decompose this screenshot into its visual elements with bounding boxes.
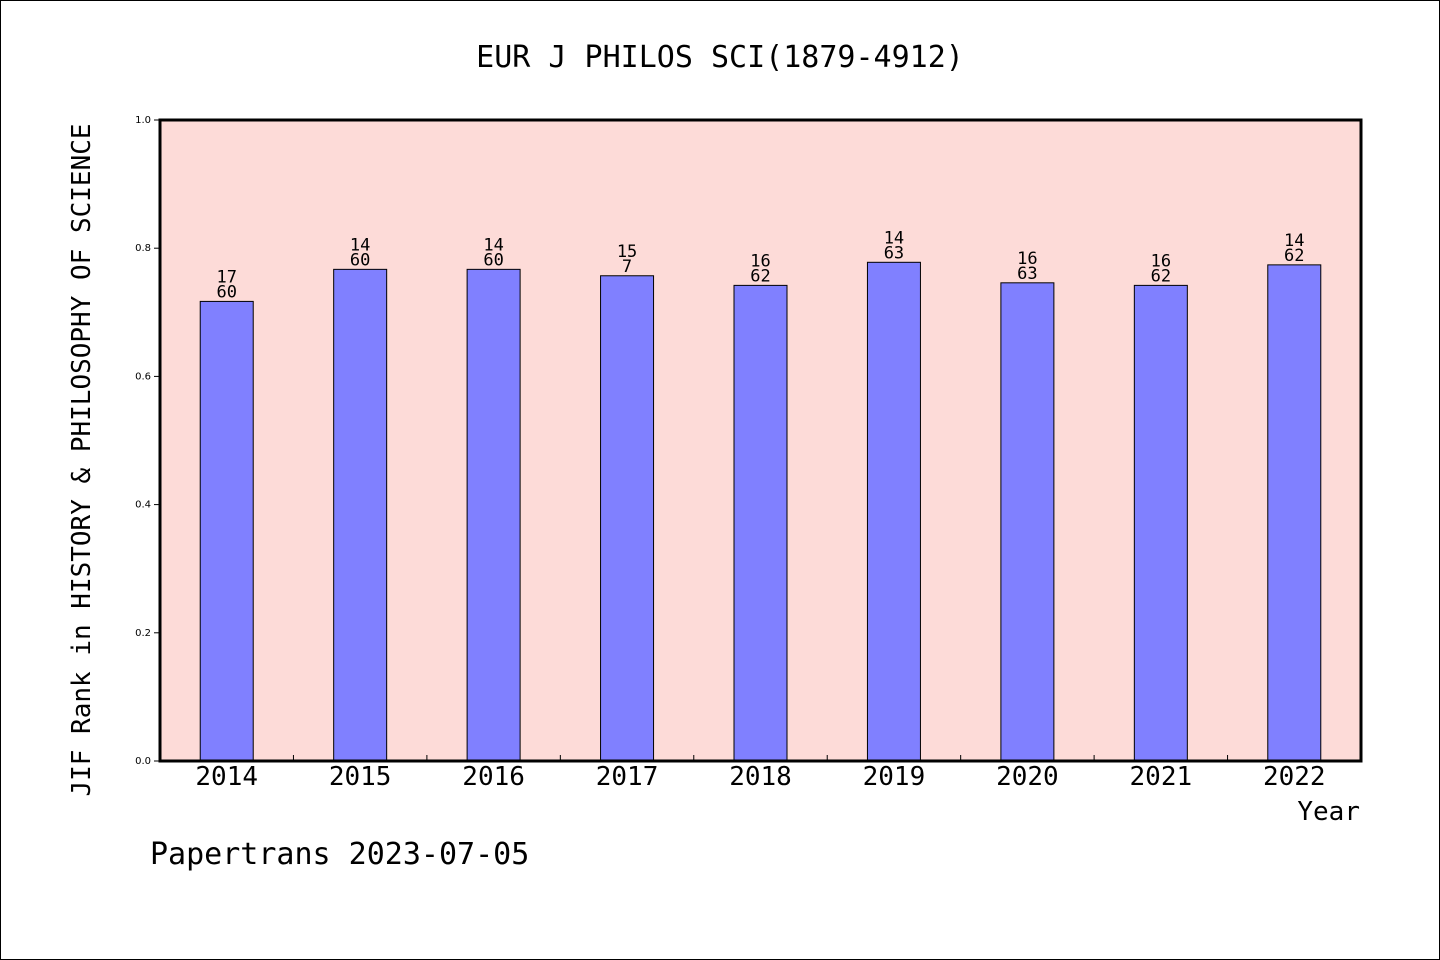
footer-credit: Papertrans 2023-07-05 [150, 837, 529, 872]
bar-rank-label: 16 [750, 251, 770, 271]
bar-rank-label: 14 [350, 235, 370, 255]
bar-rank-label: 15 [617, 242, 637, 262]
bar-total-label: 62 [1284, 246, 1304, 266]
x-tick-label: 2021 [1130, 762, 1193, 792]
bar-total-label: 63 [884, 243, 904, 263]
x-axis-label: Year [1297, 797, 1360, 827]
bar-total-label: 62 [750, 266, 770, 286]
x-tick-label: 2015 [329, 762, 392, 792]
x-tick-label: 2019 [863, 762, 926, 792]
bar-rank-label: 14 [884, 228, 904, 248]
y-tick-label: 0.8 [135, 243, 151, 254]
bar-2017 [600, 275, 655, 762]
bar-total-label: 7 [622, 257, 632, 277]
bars-group [199, 261, 1322, 762]
x-tick-label: 2014 [195, 762, 258, 792]
y-tick-label: 0.4 [135, 500, 151, 511]
bar-2018 [733, 284, 788, 762]
bar-total-label: 62 [1151, 266, 1171, 286]
chart-title: EUR J PHILOS SCI(1879-4912) [476, 40, 964, 75]
y-axis: 0.0 0.2 0.4 0.6 0.8 1.0 [135, 115, 160, 767]
bar-2015 [333, 268, 388, 762]
y-tick-label: 0.2 [135, 628, 151, 639]
bar-total-label: 60 [350, 250, 370, 270]
x-tick-label: 2018 [729, 762, 792, 792]
bar-2016 [466, 268, 521, 762]
y-tick-label: 0.0 [135, 756, 151, 767]
bar-rank-label: 14 [1284, 231, 1304, 251]
bar-2019 [866, 261, 921, 762]
x-tick-label: 2020 [996, 762, 1059, 792]
x-tick-label: 2022 [1263, 762, 1326, 792]
bar-rank-label: 14 [483, 235, 503, 255]
y-tick-label: 1.0 [135, 115, 151, 126]
bar-rank-label: 16 [1017, 249, 1037, 269]
bar-total-label: 63 [1017, 264, 1037, 284]
bar-2020 [1000, 282, 1055, 762]
y-axis-label: JIF Rank in HISTORY & PHILOSOPHY OF SCIE… [67, 123, 97, 796]
bar-total-label: 60 [216, 282, 236, 302]
x-tick-label: 2017 [596, 762, 659, 792]
bar-2021 [1133, 284, 1188, 762]
bar-rank-label: 17 [216, 267, 236, 287]
bar-rank-label: 16 [1151, 251, 1171, 271]
bar-2014 [199, 300, 254, 762]
y-tick-label: 0.6 [135, 371, 151, 382]
x-axis: 2014 2015 2016 2017 2018 2019 2020 2021 2022 [195, 755, 1326, 792]
plot-border [158, 118, 1363, 763]
bar-2022 [1267, 264, 1322, 762]
bar-total-label: 60 [483, 250, 503, 270]
x-tick-label: 2016 [462, 762, 525, 792]
